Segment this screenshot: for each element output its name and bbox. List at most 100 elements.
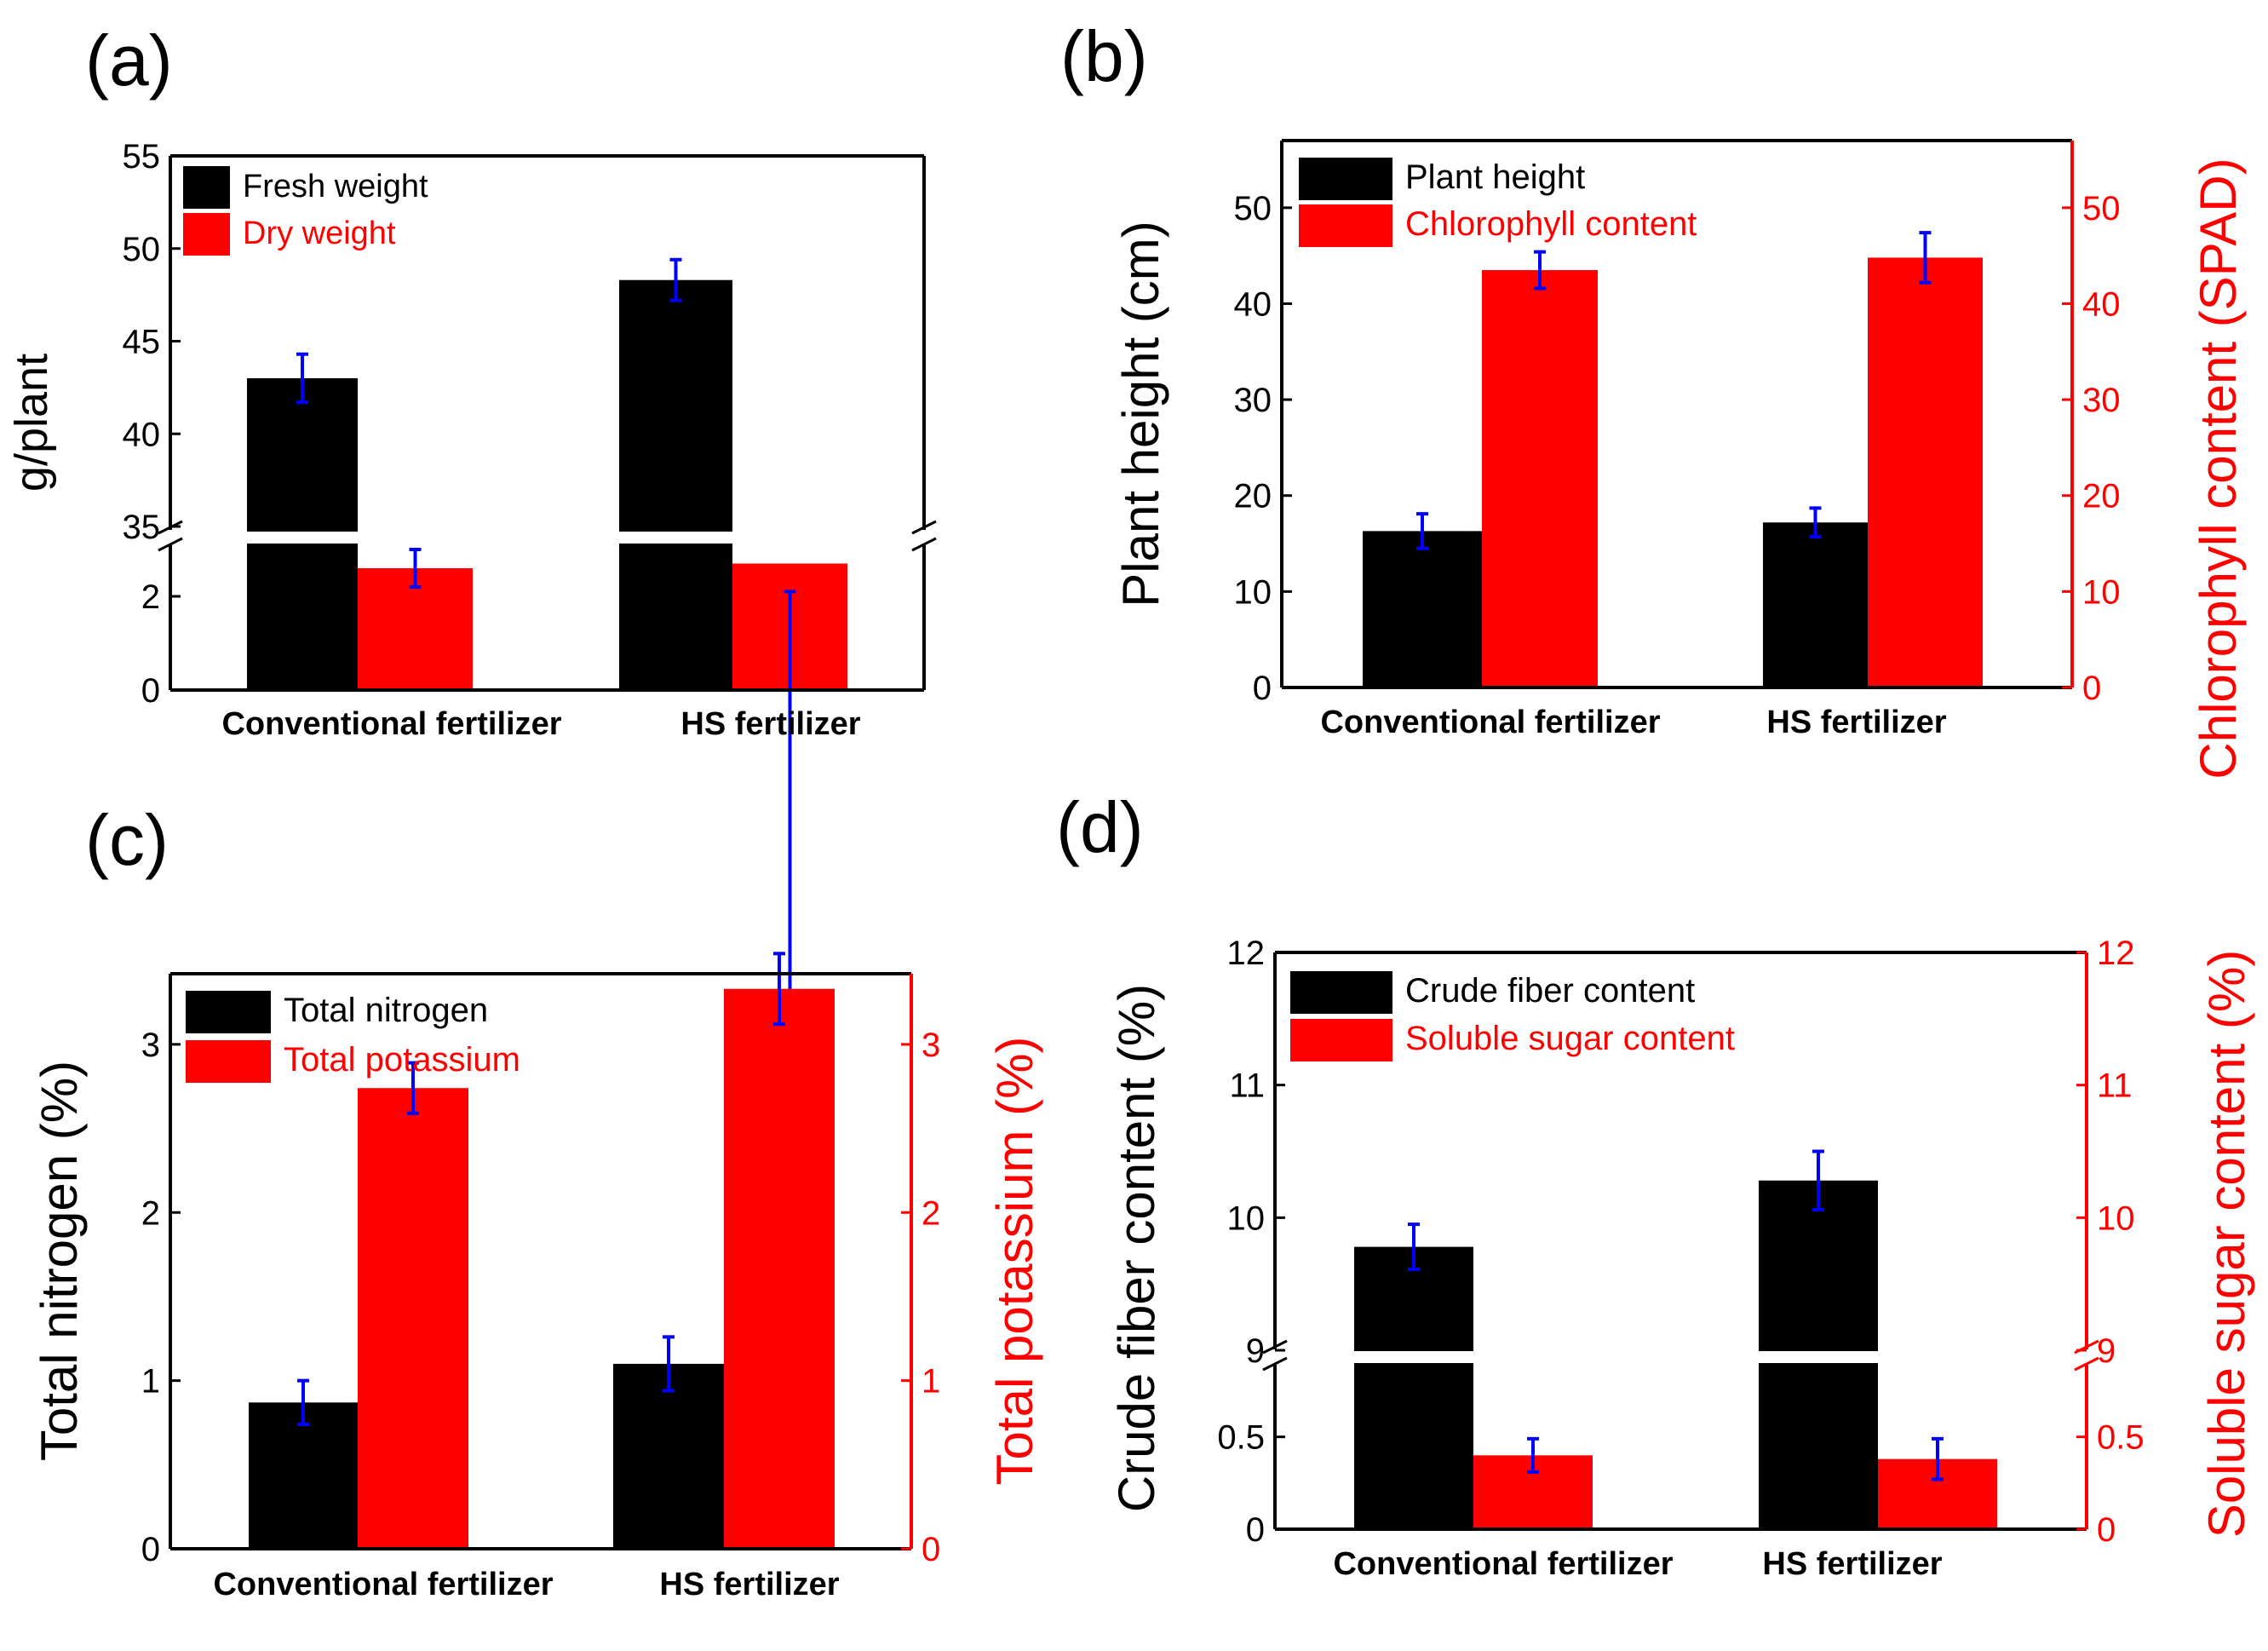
legend-swatch — [1299, 158, 1392, 200]
y-tick-label: 2 — [141, 578, 160, 616]
y-tick-label: 1 — [141, 1363, 160, 1401]
legend-label: Dry weight — [243, 216, 396, 251]
legend-label: Total nitrogen — [284, 992, 488, 1029]
axis-break-mark — [1262, 1356, 1288, 1372]
y2-tick-label: 3 — [922, 1027, 940, 1064]
y-tick-label: 9 — [1246, 1332, 1265, 1370]
axis-break-mark — [1262, 1339, 1288, 1355]
error-bar — [1812, 1149, 1824, 1211]
error-bar — [1416, 512, 1428, 550]
axis-break-band — [1277, 1351, 2085, 1363]
y2-tick-label: 1 — [922, 1363, 940, 1401]
y2-tick-label: 9 — [2097, 1332, 2116, 1370]
y2-tick-label: 12 — [2097, 935, 2135, 972]
y2-axis-label: Soluble sugar content (%) — [2198, 950, 2255, 1538]
bar-total-nitrogen-1 — [249, 1402, 358, 1549]
bar-fresh-weight-2 — [619, 279, 732, 690]
chart-panel-1: (a) 0 2 35 40 45 50 55 Conventional fertilizer HS… — [6, 20, 937, 1116]
legend-swatch — [183, 166, 230, 209]
y-tick-label: 12 — [1227, 935, 1266, 972]
x-tick-label: HS fertilizer — [1766, 705, 1946, 740]
y-tick-label: 40 — [1234, 285, 1272, 323]
chart-panel-3: (c) 0 1 2 3 0 1 2 3 Conventional fertilizer HS fer… — [31, 800, 1043, 1602]
y2-axis-label: Total potassium (%) — [986, 1037, 1043, 1486]
legend-label: Fresh weight — [243, 169, 428, 204]
error-bar — [669, 257, 682, 302]
y-tick-label: 2 — [141, 1194, 160, 1232]
axis-break-mark — [911, 537, 937, 552]
axis-break-band — [172, 532, 922, 544]
y-axis-label: Total nitrogen (%) — [31, 1061, 88, 1461]
y-tick-label: 11 — [1229, 1067, 1265, 1105]
y-tick-label: 35 — [123, 509, 161, 546]
axis-break-mark — [911, 520, 937, 535]
bar-total-nitrogen-2 — [613, 1363, 724, 1549]
x-tick-label: HS fertilizer — [680, 706, 860, 742]
bar-chlorophyll-content-1 — [1482, 270, 1598, 687]
y-tick-label: 0 — [1253, 670, 1272, 707]
y-axis-label: Plant height (cm) — [1112, 221, 1169, 607]
y2-tick-label: 20 — [2082, 478, 2121, 515]
y-tick-label: 10 — [1227, 1199, 1266, 1237]
y2-tick-label: 10 — [2097, 1199, 2135, 1237]
y2-tick-label: 40 — [2082, 285, 2121, 323]
y-tick-label: 0 — [141, 1531, 160, 1568]
bar-crude-fiber-content-1 — [1354, 1246, 1473, 1529]
error-bar — [663, 1335, 675, 1393]
bar-plant-height-1 — [1363, 531, 1482, 687]
y-tick-label: 10 — [1234, 573, 1272, 611]
error-bar — [1932, 1436, 1944, 1481]
panel-label: (c) — [85, 800, 169, 880]
x-tick-label: HS fertilizer — [659, 1567, 839, 1602]
error-bar — [407, 1061, 419, 1115]
y-tick-label: 55 — [123, 138, 161, 175]
y-tick-label: 45 — [123, 324, 161, 361]
y2-tick-label: 11 — [2097, 1067, 2133, 1105]
panel-label: (d) — [1056, 787, 1144, 867]
error-bar — [1527, 1436, 1539, 1474]
chart-panel-2: (b) 0 10 20 30 40 50 0 10 20 30 40 50 Conventional fe… — [1060, 16, 2247, 779]
error-bar — [297, 1378, 309, 1426]
x-tick-label: Conventional fertilizer — [1333, 1546, 1673, 1582]
y-axis-label: g/plant — [6, 354, 57, 492]
legend-swatch — [183, 213, 230, 256]
x-tick-label: HS fertilizer — [1762, 1546, 1942, 1582]
error-bar — [409, 548, 422, 589]
y2-tick-label: 0 — [2097, 1511, 2116, 1549]
bar-chlorophyll-content-2 — [1868, 257, 1983, 687]
y2-tick-label: 0 — [2082, 670, 2101, 707]
axis-break-mark — [158, 537, 183, 552]
error-bar — [1809, 506, 1822, 539]
error-bar — [1919, 231, 1932, 285]
legend-label: Total potassium — [284, 1041, 520, 1079]
axis-break-mark — [2074, 1356, 2099, 1372]
y-tick-label: 40 — [123, 416, 161, 453]
y-tick-label: 50 — [123, 231, 161, 268]
y-tick-label: 50 — [1234, 190, 1272, 227]
legend-label: Chlorophyll content — [1405, 205, 1697, 243]
x-tick-label: Conventional fertilizer — [1320, 705, 1660, 740]
y2-tick-label: 50 — [2082, 190, 2121, 227]
legend-swatch — [1290, 971, 1392, 1014]
y2-axis-label: Chlorophyll content (SPAD) — [2190, 158, 2247, 779]
legend-label: Crude fiber content — [1405, 972, 1695, 1010]
y-tick-label: 30 — [1234, 382, 1272, 419]
y-tick-label: 3 — [141, 1027, 160, 1064]
y-axis-label: Crude fiber content (%) — [1108, 984, 1165, 1512]
bar-total-potassium-2 — [724, 988, 835, 1549]
error-bar — [1534, 250, 1546, 291]
chart-panel-4: (d) 0 0.5 9 10 11 12 0 0.5 9 10 11 12 Conventional fe… — [1056, 787, 2255, 1582]
legend-label: Soluble sugar content — [1405, 1020, 1735, 1057]
error-bar — [296, 352, 308, 405]
y-tick-label: 0 — [141, 672, 160, 710]
y2-tick-label: 0 — [922, 1531, 940, 1568]
legend-swatch — [1299, 204, 1392, 247]
legend-swatch — [186, 1040, 271, 1083]
error-bar — [773, 952, 785, 1027]
y2-tick-label: 10 — [2082, 573, 2121, 611]
y-tick-label: 20 — [1234, 478, 1272, 515]
legend-swatch — [1290, 1019, 1392, 1061]
y2-tick-label: 0.5 — [2097, 1419, 2145, 1457]
y2-tick-label: 2 — [922, 1194, 940, 1232]
